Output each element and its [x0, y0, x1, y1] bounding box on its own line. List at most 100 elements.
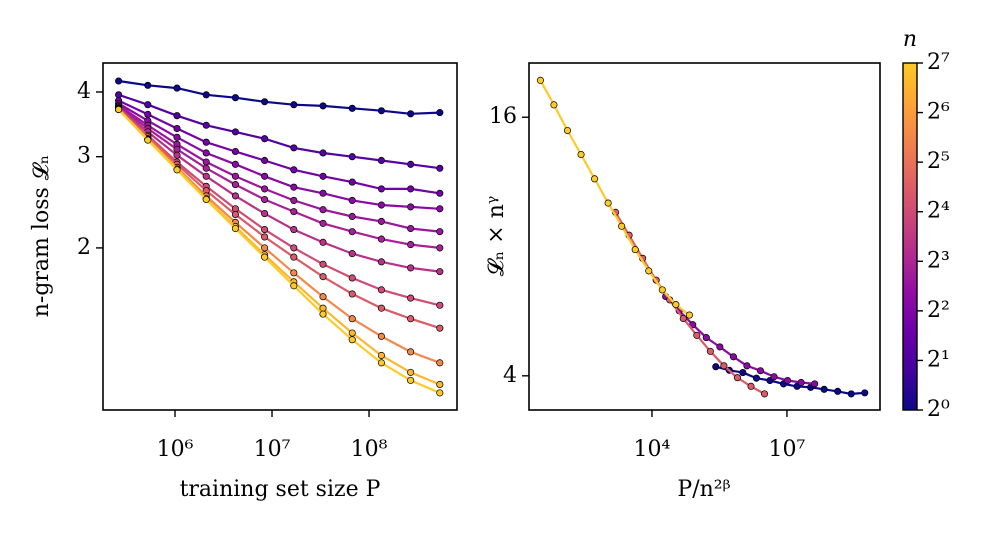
data-point [290, 253, 298, 261]
data-point [202, 164, 210, 172]
colorbar-tick-label: 2⁵ [927, 149, 950, 174]
data-point [706, 347, 714, 355]
data-point [536, 76, 544, 84]
data-point [348, 178, 356, 186]
x-axis-label: P/n²ᵝ [677, 477, 730, 502]
data-point [261, 210, 269, 218]
series-line [539, 79, 691, 316]
data-point [658, 286, 666, 294]
data-point [720, 362, 728, 370]
data-point [319, 293, 327, 301]
data-point [202, 158, 210, 166]
data-point [173, 151, 181, 159]
data-point [739, 369, 747, 377]
data-point [377, 286, 385, 294]
data-point [261, 233, 269, 241]
y-axis-label: n-gram loss 𝓛ₙ [29, 155, 54, 318]
data-point [319, 273, 327, 281]
data-point [202, 195, 210, 204]
data-point [115, 77, 123, 85]
series-line [117, 105, 440, 249]
data-point [144, 136, 152, 144]
data-point [693, 331, 701, 339]
data-point [261, 172, 269, 180]
y-tick-label: 2 [77, 235, 91, 260]
data-point [377, 107, 385, 115]
data-point [377, 332, 385, 340]
data-point [348, 315, 356, 323]
data-point [407, 224, 415, 233]
data-point [144, 101, 152, 109]
data-point [319, 102, 327, 110]
data-point [436, 205, 444, 213]
y-tick-label: 3 [77, 144, 91, 169]
data-point [261, 195, 269, 204]
series-line [117, 108, 441, 394]
data-point [348, 329, 356, 337]
data-point [377, 201, 385, 209]
data-point [407, 368, 415, 376]
data-point [173, 166, 181, 174]
data-point [672, 301, 680, 309]
y-tick-label: 4 [503, 363, 517, 388]
data-point [231, 181, 239, 189]
data-point [577, 150, 585, 159]
data-point [202, 138, 210, 146]
data-point [407, 203, 415, 211]
plot-area [536, 76, 869, 398]
colorbar [902, 62, 918, 411]
data-point [645, 267, 653, 275]
data-point [377, 359, 385, 367]
x-tick-label: 10⁸ [351, 437, 388, 462]
data-point [377, 217, 385, 225]
series-line [117, 104, 440, 233]
series-line [117, 108, 441, 330]
data-point [231, 172, 239, 180]
data-point [377, 235, 385, 243]
data-point [760, 390, 769, 398]
colorbar-tick-label: 2² [927, 298, 950, 323]
data-point [436, 380, 444, 389]
data-point [820, 385, 828, 393]
colorbar-tick-label: 2⁴ [927, 199, 950, 224]
data-point [377, 258, 385, 266]
data-point [563, 126, 572, 135]
series-line [118, 102, 440, 210]
data-point [407, 160, 415, 168]
colorbar-tick-label: 2¹ [927, 347, 950, 372]
data-point [407, 110, 415, 118]
data-point [202, 172, 210, 180]
data-point [685, 311, 693, 319]
data-point [348, 196, 356, 204]
data-point [290, 244, 298, 252]
data-point [784, 376, 792, 385]
y-tick-label: 16 [489, 104, 517, 129]
data-point [290, 144, 298, 152]
data-point [202, 121, 210, 129]
data-point [377, 156, 385, 165]
data-point [348, 104, 356, 112]
data-point [261, 185, 269, 193]
data-point [290, 183, 298, 191]
data-point [716, 343, 724, 351]
data-point [290, 101, 298, 109]
data-point [834, 387, 842, 395]
data-point [319, 304, 327, 312]
data-point [319, 219, 327, 227]
data-point [436, 164, 444, 172]
data-point [436, 359, 444, 367]
data-point [631, 246, 639, 254]
series-line [118, 93, 440, 170]
data-point [550, 101, 558, 109]
data-point [261, 253, 269, 261]
data-point [231, 224, 239, 233]
data-point [231, 160, 239, 168]
data-point [173, 133, 181, 141]
data-point [436, 109, 444, 117]
data-point [261, 244, 269, 252]
y-tick-label: 4 [77, 79, 91, 104]
data-point [436, 301, 444, 309]
data-point [348, 250, 356, 258]
colorbar-tick-label: 2⁶ [927, 100, 950, 125]
